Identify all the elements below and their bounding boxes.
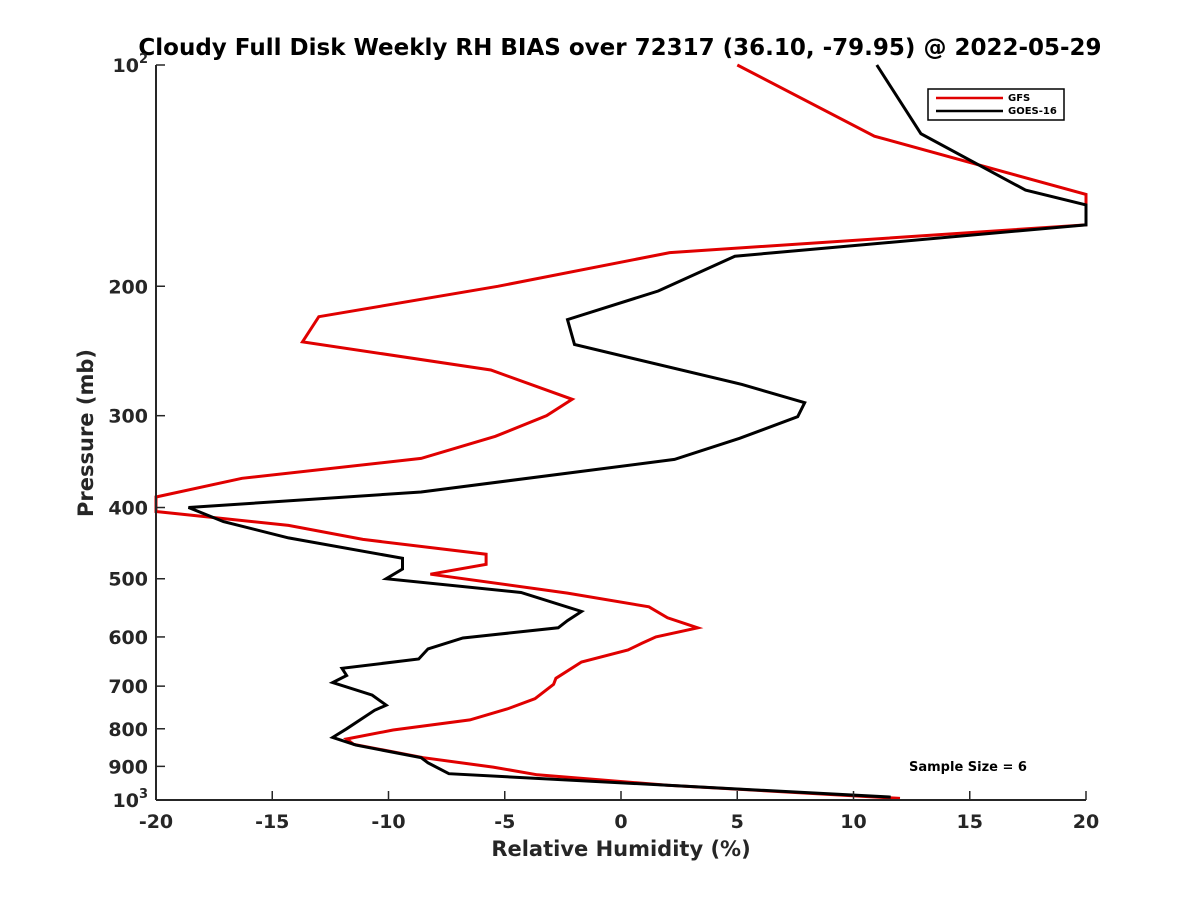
y-axis-ticks: 102 200 300 400 500 600 700 800 900 103: [108, 52, 165, 812]
y-tick-label: 102: [113, 52, 149, 77]
x-tick-label: -15: [255, 811, 289, 833]
x-tick-label: 10: [840, 811, 866, 833]
x-tick-label: 0: [614, 811, 627, 833]
x-axis-label: Relative Humidity (%): [491, 837, 750, 861]
y-tick-label: 600: [108, 627, 148, 649]
sample-size-annotation: Sample Size = 6: [909, 760, 1027, 775]
y-tick-label: 200: [108, 276, 148, 298]
y-tick-label: 300: [108, 406, 148, 428]
y-tick-label: 900: [108, 756, 148, 778]
x-tick-label: -20: [139, 811, 173, 833]
y-axis-label: Pressure (mb): [74, 349, 98, 517]
y-tick-label: 500: [108, 569, 148, 591]
legend-box: [927, 88, 1065, 121]
x-tick-label: -10: [371, 811, 405, 833]
legend: GFS GOES-16: [927, 88, 1065, 121]
y-tick-label: 400: [108, 498, 148, 520]
x-tick-label: 20: [1073, 811, 1099, 833]
x-tick-label: -5: [494, 811, 515, 833]
legend-label-goes16: GOES-16: [1008, 106, 1057, 117]
y-tick-label: 800: [108, 719, 148, 741]
y-tick-label: 700: [108, 676, 148, 698]
series-line-gfs: [154, 63, 1088, 800]
x-axis-ticks: -20 -15 -10 -5 0 5 10 15 20: [139, 791, 1099, 833]
y-tick-label: 103: [113, 787, 149, 812]
x-tick-label: 5: [731, 811, 744, 833]
legend-label-gfs: GFS: [1008, 93, 1030, 104]
plot-lines: [154, 63, 1088, 800]
x-tick-label: 15: [957, 811, 983, 833]
series-line-goes16: [187, 64, 1088, 799]
chart-title: Cloudy Full Disk Weekly RH BIAS over 723…: [138, 35, 1101, 61]
